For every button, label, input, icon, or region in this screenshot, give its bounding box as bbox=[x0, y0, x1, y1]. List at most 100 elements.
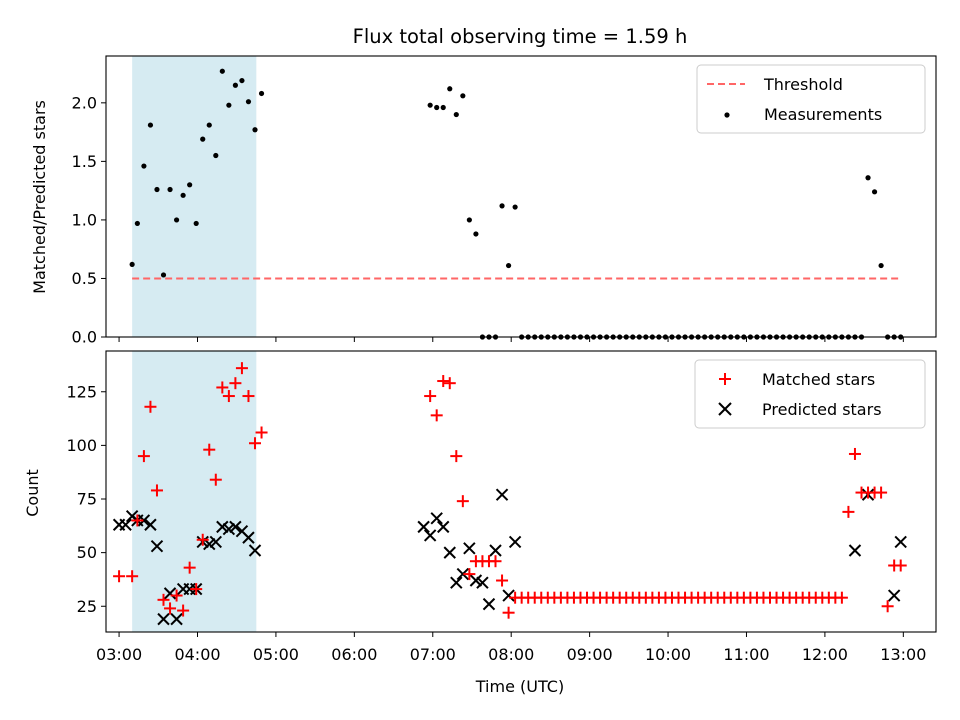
top-panel: 0.00.51.01.52.0 Matched/Predicted stars … bbox=[30, 55, 937, 347]
x-tick-label: 04:00 bbox=[174, 645, 220, 664]
legend-matched-label: Matched stars bbox=[762, 370, 875, 389]
predicted-star-point bbox=[430, 512, 443, 525]
measurement-point bbox=[226, 102, 232, 108]
predicted-star-point bbox=[157, 612, 170, 626]
y-tick-label: 0.5 bbox=[72, 269, 97, 288]
predicted-marker-stroke bbox=[417, 520, 430, 534]
top-legend: Threshold Measurements bbox=[696, 64, 926, 134]
top-plot-frame bbox=[105, 55, 937, 338]
predicted-star-point bbox=[476, 576, 489, 589]
bottom-y-axis: 25 50 75 100 125 bbox=[66, 382, 106, 616]
predicted-marker-stroke bbox=[216, 520, 229, 534]
predicted-marker-stroke bbox=[248, 544, 262, 557]
matched-star-point bbox=[164, 602, 177, 615]
measurement-point bbox=[865, 175, 871, 181]
measurement-point bbox=[466, 217, 472, 223]
predicted-star-point bbox=[248, 544, 262, 557]
matched-star-point bbox=[881, 600, 894, 613]
measurement-point bbox=[206, 122, 212, 128]
predicted-star-point bbox=[229, 520, 242, 534]
matched-star-point bbox=[157, 593, 170, 606]
predicted-marker-stroke bbox=[209, 535, 223, 549]
matched-star-point bbox=[150, 484, 163, 497]
matched-star-point bbox=[463, 568, 476, 581]
measurement-point bbox=[460, 93, 466, 99]
predicted-stars-series bbox=[112, 488, 907, 626]
predicted-star-point bbox=[150, 539, 164, 553]
measurement-point bbox=[129, 261, 135, 268]
matched-star-point bbox=[113, 570, 126, 583]
top-y-axis-label: Matched/Predicted stars bbox=[30, 100, 49, 294]
predicted-star-point bbox=[463, 542, 476, 555]
x-tick-label: 07:00 bbox=[410, 645, 456, 664]
matched-star-point bbox=[177, 604, 190, 617]
predicted-star-point bbox=[242, 531, 255, 544]
matched-star-point bbox=[196, 533, 209, 546]
measurement-point bbox=[453, 111, 459, 118]
predicted-star-point bbox=[423, 529, 437, 542]
x-tick-label: 11:00 bbox=[723, 645, 769, 664]
matched-star-point bbox=[242, 390, 255, 403]
predicted-marker-stroke bbox=[887, 589, 901, 602]
legend-measurements-label: Measurements bbox=[764, 105, 882, 124]
predicted-star-point bbox=[887, 589, 901, 602]
predicted-star-point bbox=[119, 518, 132, 531]
bottom-plot-frame bbox=[105, 350, 937, 633]
predicted-marker-stroke bbox=[437, 520, 450, 534]
predicted-star-point bbox=[163, 587, 177, 600]
predicted-star-point bbox=[417, 520, 430, 534]
predicted-marker-stroke bbox=[430, 512, 443, 525]
matched-star-point bbox=[144, 400, 157, 413]
predicted-marker-stroke bbox=[450, 576, 463, 589]
predicted-marker-stroke bbox=[150, 539, 164, 553]
matched-star-point bbox=[126, 570, 139, 583]
predicted-star-point bbox=[502, 589, 515, 602]
matched-star-point bbox=[222, 390, 235, 403]
measurement-point bbox=[473, 231, 479, 237]
x-tick-label: 10:00 bbox=[645, 645, 691, 664]
x-tick-label: 05:00 bbox=[253, 645, 299, 664]
measurement-point bbox=[258, 90, 265, 97]
y-tick-label: 50 bbox=[77, 543, 97, 562]
predicted-marker-stroke bbox=[848, 544, 862, 557]
predicted-marker-stroke bbox=[163, 587, 177, 600]
bottom-legend: Matched stars Predicted stars bbox=[694, 359, 926, 429]
measurement-point bbox=[434, 104, 440, 111]
measurement-point bbox=[134, 220, 140, 227]
measurement-point bbox=[173, 217, 180, 223]
predicted-marker-stroke bbox=[502, 589, 515, 602]
predicted-marker-stroke bbox=[144, 518, 157, 531]
matched-star-point bbox=[848, 447, 861, 460]
predicted-marker-stroke bbox=[119, 518, 132, 531]
y-tick-label: 100 bbox=[66, 436, 97, 455]
y-tick-label: 75 bbox=[77, 490, 97, 509]
matched-star-point bbox=[456, 495, 469, 508]
measurement-point bbox=[447, 86, 453, 92]
matched-star-point bbox=[249, 437, 262, 450]
y-tick-label: 25 bbox=[77, 597, 97, 616]
top-legend-box bbox=[696, 64, 926, 134]
y-tick-label: 125 bbox=[66, 382, 97, 401]
predicted-marker-stroke bbox=[242, 531, 255, 544]
matched-star-point bbox=[255, 426, 268, 439]
predicted-marker-stroke bbox=[443, 546, 456, 559]
predicted-star-point bbox=[489, 544, 502, 557]
matched-star-point bbox=[131, 514, 144, 527]
matched-star-point bbox=[190, 583, 203, 596]
predicted-marker-stroke bbox=[157, 612, 170, 626]
legend-predicted-label: Predicted stars bbox=[762, 400, 882, 419]
predicted-star-point bbox=[144, 518, 157, 531]
predicted-star-point bbox=[495, 488, 509, 501]
predicted-marker-stroke bbox=[423, 529, 437, 542]
predicted-marker-stroke bbox=[476, 576, 489, 589]
predicted-marker-stroke bbox=[463, 542, 476, 555]
matched-star-point bbox=[835, 591, 848, 604]
matched-star-point bbox=[443, 377, 456, 390]
matched-star-point bbox=[229, 377, 242, 390]
measurement-point bbox=[141, 163, 147, 169]
predicted-star-point bbox=[456, 567, 470, 581]
bottom-y-axis-label: Count bbox=[23, 469, 42, 517]
predicted-marker-stroke bbox=[456, 567, 470, 581]
x-axis: 03:00 04:00 05:00 06:00 07:00 08:00 09:00 10:00… bbox=[96, 632, 926, 664]
